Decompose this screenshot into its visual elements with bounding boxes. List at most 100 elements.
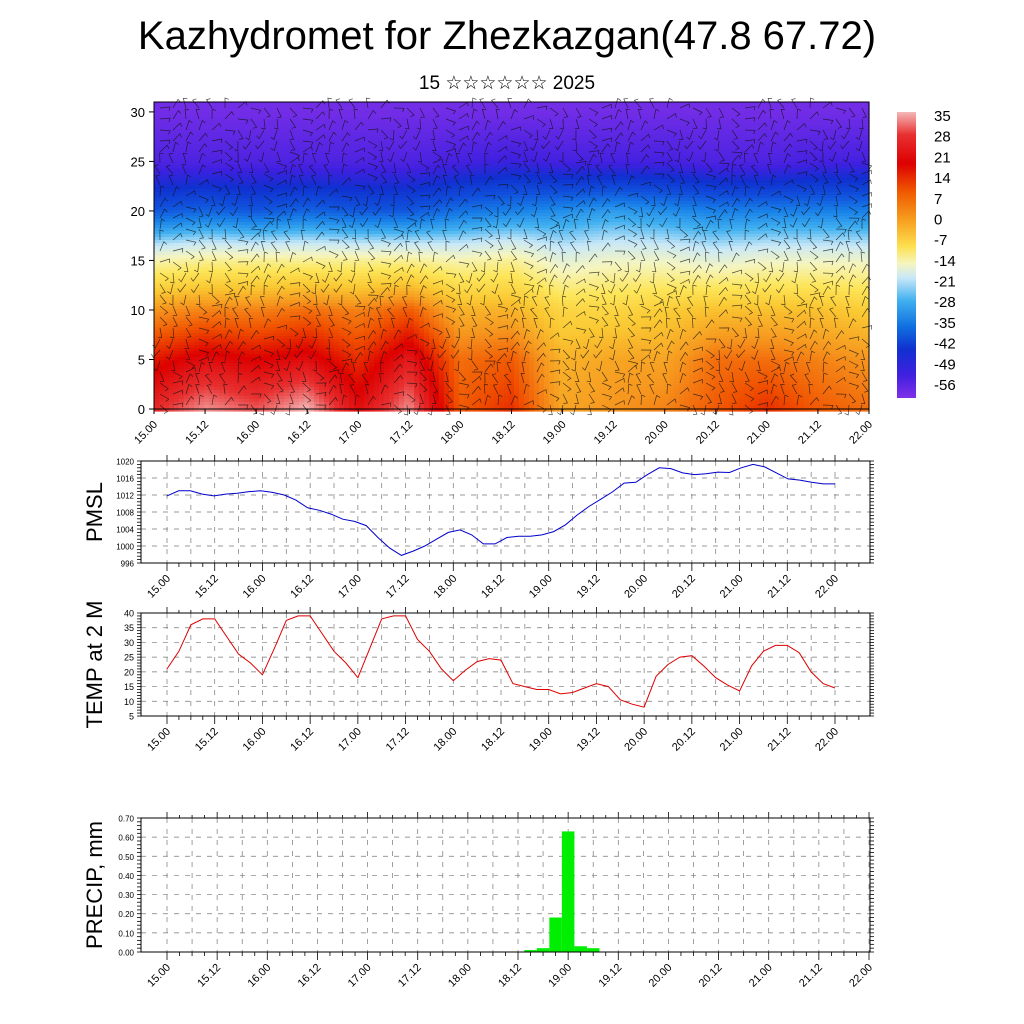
heatmap-cell (634, 201, 640, 205)
heatmap-cell (559, 147, 565, 151)
heatmap-cell (389, 150, 395, 154)
heatmap-cell (344, 138, 350, 142)
heatmap-cell (219, 123, 225, 127)
heatmap-cell (614, 150, 620, 154)
heatmap-cell (524, 111, 530, 115)
heatmap-cell (689, 102, 695, 106)
heatmap-cell (224, 132, 230, 136)
heatmap-cell (669, 123, 675, 127)
heatmap-cell (444, 183, 450, 187)
heatmap-cell (324, 162, 330, 166)
heatmap-cell (769, 159, 775, 163)
heatmap-cell (404, 111, 410, 115)
heatmap-cell (459, 117, 465, 121)
heatmap-cell (434, 114, 440, 118)
heatmap-cell (574, 165, 580, 169)
heatmap-cell (479, 129, 485, 133)
heatmap-cell (489, 162, 495, 166)
heatmap-cell (834, 180, 840, 184)
heatmap-cell (784, 156, 790, 160)
heatmap-cell (709, 108, 715, 112)
heatmap-cell (579, 183, 585, 187)
heatmap-cell (464, 120, 470, 124)
heatmap-cell (454, 150, 460, 154)
heatmap-cell (474, 126, 480, 130)
heatmap-cell (589, 201, 595, 205)
heatmap-cell (209, 105, 215, 109)
heatmap-cell (624, 177, 630, 181)
heatmap-cell (269, 204, 275, 208)
heatmap-cell (174, 108, 180, 112)
heatmap-cell (544, 180, 550, 184)
heatmap-cell (469, 174, 475, 178)
heatmap-cell (349, 144, 355, 148)
heatmap-cell (224, 108, 230, 112)
heatmap-cell (804, 120, 810, 124)
heatmap-cell (229, 156, 235, 160)
heatmap-cell (569, 192, 575, 196)
heatmap-cell (659, 201, 665, 205)
heatmap-cell (794, 147, 800, 151)
heatmap-cell (739, 129, 745, 133)
heatmap-cell (539, 183, 545, 187)
heatmap-cell (714, 135, 720, 139)
heatmap-cell (754, 201, 760, 205)
heatmap-cell (704, 165, 710, 169)
heatmap-cell (304, 180, 310, 184)
heatmap-cell (454, 123, 460, 127)
heatmap-cell (349, 111, 355, 115)
heatmap-cell (579, 201, 585, 205)
heatmap-cell (189, 129, 195, 133)
heatmap-cell (434, 105, 440, 109)
heatmap-cell (704, 189, 710, 193)
heatmap-cell (379, 135, 385, 139)
heatmap-cell (249, 180, 255, 184)
heatmap-cell (464, 129, 470, 133)
heatmap-cell (259, 150, 265, 154)
heatmap-cell (444, 102, 450, 106)
heatmap-cell (519, 114, 525, 118)
heatmap-cell (329, 204, 335, 208)
heatmap-cell (564, 165, 570, 169)
heatmap-cell (289, 126, 295, 130)
heatmap-cell (279, 198, 285, 202)
heatmap-cell (214, 177, 220, 181)
heatmap-cell (549, 126, 555, 130)
heatmap-cell (339, 129, 345, 133)
heatmap-cell (319, 105, 325, 109)
heatmap-cell (809, 102, 815, 106)
heatmap-cell (674, 114, 680, 118)
heatmap-cell (634, 165, 640, 169)
heatmap-cell (714, 189, 720, 193)
heatmap-cell (269, 132, 275, 136)
heatmap-cell (829, 165, 835, 169)
heatmap-cell (269, 195, 275, 199)
heatmap-cell (804, 132, 810, 136)
heatmap-cell (649, 114, 655, 118)
heatmap-cell (364, 126, 370, 130)
heatmap-cell (214, 162, 220, 166)
heatmap-cell (524, 102, 530, 106)
heatmap-cell (504, 201, 510, 205)
heatmap-cell (759, 204, 765, 208)
heatmap-cell (779, 150, 785, 154)
heatmap-cell (639, 135, 645, 139)
heatmap-cell (364, 102, 370, 106)
heatmap-cell (229, 180, 235, 184)
heatmap-cell (504, 138, 510, 142)
heatmap-cell (324, 189, 330, 193)
heatmap-cell (224, 138, 230, 142)
heatmap-cell (504, 192, 510, 196)
heatmap-cell (464, 108, 470, 112)
heatmap-cell (174, 168, 180, 172)
heatmap-cell (594, 183, 600, 187)
heatmap-cell (549, 147, 555, 151)
heatmap-cell (429, 150, 435, 154)
heatmap-cell (849, 111, 855, 115)
heatmap-cell (234, 123, 240, 127)
heatmap-cell (269, 162, 275, 166)
heatmap-cell (624, 105, 630, 109)
heatmap-cell (549, 105, 555, 109)
heatmap-cell (859, 102, 865, 106)
heatmap-cell (284, 180, 290, 184)
